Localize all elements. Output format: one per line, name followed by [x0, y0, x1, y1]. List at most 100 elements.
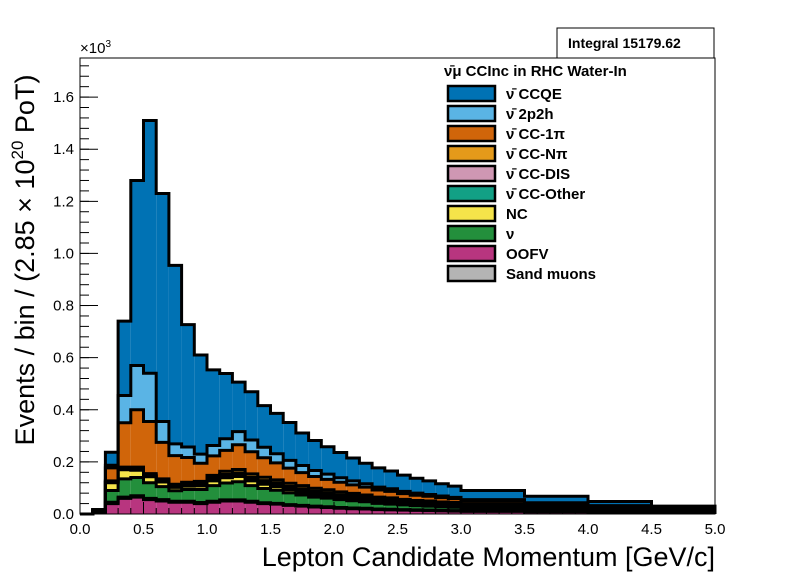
bar-2-bin-2 [105, 491, 118, 503]
bar-9-bin-10 [207, 370, 220, 446]
bar-2-bin-13 [245, 486, 258, 502]
legend-swatch-0 [448, 86, 495, 101]
x-tick-label: 3.0 [451, 521, 472, 538]
stat-box-text: Integral 15179.62 [568, 35, 681, 51]
bar-2-bin-17 [296, 495, 309, 505]
bar-0-bin-11 [220, 501, 233, 514]
bar-9-bin-17 [296, 433, 309, 466]
bar-7-bin-7 [169, 456, 182, 485]
bar-2-bin-10 [207, 486, 220, 502]
legend-label-2: ν̄ CC-1π [506, 126, 566, 143]
legend-label-0: ν̄ CCQE [506, 86, 562, 103]
bar-9-bin-27 [423, 481, 436, 495]
bar-9-bin-4 [131, 180, 144, 365]
bar-2-bin-14 [258, 488, 271, 502]
x-tick-label: 2.5 [387, 521, 408, 538]
y-tick-label: 0.6 [53, 350, 74, 367]
bar-7-bin-19 [321, 479, 334, 489]
bar-9-bin-11 [220, 374, 233, 439]
bar-9-bin-3 [118, 321, 131, 395]
bar-7-bin-14 [258, 458, 271, 478]
bar-7-bin-17 [296, 473, 309, 486]
bar-9-bin-20 [334, 453, 347, 478]
bar-2-bin-5 [144, 483, 157, 499]
x-tick-label: 4.5 [641, 521, 662, 538]
bar-7-bin-3 [118, 423, 131, 467]
bar-9-bin-21 [347, 458, 360, 481]
legend-label-8: OOFV [506, 246, 549, 263]
y-tick-label: 1.0 [53, 245, 74, 262]
bar-7-bin-9 [194, 463, 207, 481]
bar-9-bin-15 [271, 413, 284, 453]
bar-0-bin-5 [144, 500, 157, 514]
bar-9-bin-26 [410, 478, 423, 493]
bar-2-bin-4 [131, 478, 144, 496]
bar-9-bin-16 [283, 423, 296, 461]
legend-swatch-2 [448, 126, 495, 141]
x-tick-label: 2.0 [324, 521, 345, 538]
bar-0-bin-10 [207, 502, 220, 514]
legend-label-7: ν [506, 226, 514, 243]
bar-0-bin-13 [245, 502, 258, 514]
y-multiplier: ×103 [80, 39, 111, 57]
bar-9-bin-14 [258, 406, 271, 448]
bar-7-bin-11 [220, 450, 233, 471]
bar-0-bin-3 [118, 498, 131, 514]
bar-9-bin-5 [144, 121, 157, 374]
x-tick-label: 5.0 [705, 521, 726, 538]
legend-swatch-8 [448, 246, 495, 261]
bar-9-bin-7 [169, 265, 182, 443]
legend-swatch-1 [448, 106, 495, 121]
y-tick-label: 0.4 [53, 402, 74, 419]
bar-0-bin-8 [182, 502, 195, 514]
bar-7-bin-15 [271, 463, 284, 480]
bar-7-bin-5 [144, 421, 157, 473]
bar-2-bin-8 [182, 490, 195, 502]
y-axis-label: Events / bin / (2.85 × 1020 PoT) [8, 75, 40, 446]
stat-box: Integral 15179.62 [557, 28, 714, 58]
bar-8-bin-3 [118, 395, 131, 422]
bar-9-bin-25 [398, 475, 411, 491]
bar-7-bin-10 [207, 456, 220, 476]
legend-swatch-7 [448, 226, 495, 241]
bar-8-bin-7 [169, 444, 182, 456]
bar-2-bin-6 [156, 487, 169, 500]
legend-swatch-5 [448, 186, 495, 201]
legend-swatch-3 [448, 146, 495, 161]
bar-7-bin-18 [309, 476, 322, 488]
x-tick-label: 0.5 [133, 521, 154, 538]
bar-9-bin-28 [436, 484, 449, 496]
y-tick-label: 1.2 [53, 193, 74, 210]
legend-title: ν̄μ CCInc in RHC Water-In [444, 63, 627, 80]
bar-9-bin-8 [182, 325, 195, 447]
bar-0-bin-4 [131, 497, 144, 514]
bar-8-bin-12 [232, 432, 245, 445]
bar-9-bin-9 [194, 355, 207, 454]
bar-7-bin-8 [182, 457, 195, 482]
bar-8-bin-4 [131, 365, 144, 409]
legend-label-1: ν̄ 2p2h [506, 106, 554, 123]
y-tick-label: 0.2 [53, 454, 74, 471]
bar-9-bin-18 [309, 441, 322, 471]
bar-7-bin-16 [283, 468, 296, 483]
legend-label-9: Sand muons [506, 266, 596, 283]
legend-swatch-9 [448, 266, 495, 281]
x-tick-label: 3.5 [514, 521, 535, 538]
legend-swatch-4 [448, 166, 495, 181]
y-tick-label: 1.4 [53, 141, 74, 158]
bar-0-bin-7 [169, 502, 182, 514]
bar-0-bin-6 [156, 501, 169, 514]
bar-0-bin-9 [194, 504, 207, 514]
bar-7-bin-2 [105, 468, 118, 481]
bar-0-bin-14 [258, 504, 271, 514]
x-tick-label: 4.0 [578, 521, 599, 538]
bar-2-bin-11 [220, 483, 233, 500]
x-tick-label: 0.0 [70, 521, 91, 538]
y-tick-label: 0.0 [53, 506, 74, 523]
bar-0-bin-12 [232, 501, 245, 514]
bar-2-bin-15 [271, 490, 284, 503]
bar-8-bin-13 [245, 440, 258, 452]
x-axis-label: Lepton Candidate Momentum [GeV/c] [262, 542, 715, 572]
